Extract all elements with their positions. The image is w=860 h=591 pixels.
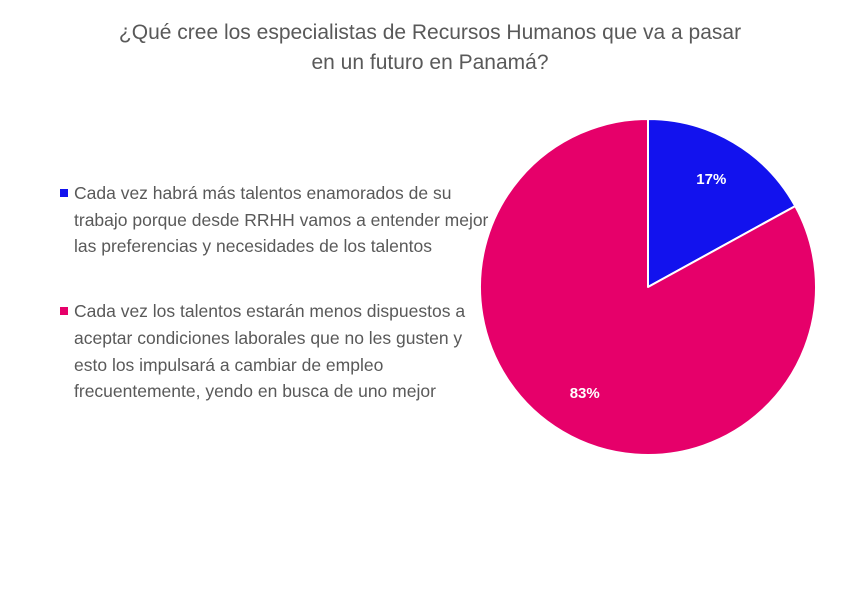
legend-label: Cada vez habrá más talentos enamorados d…	[74, 183, 489, 257]
legend: Cada vez habrá más talentos enamorados d…	[60, 180, 490, 405]
legend-item-less-willing: Cada vez los talentos estarán menos disp…	[60, 298, 490, 405]
legend-item-more-enamored: Cada vez habrá más talentos enamorados d…	[60, 180, 490, 260]
chart-title-line-1: ¿Qué cree los especialistas de Recursos …	[118, 21, 742, 44]
pie-slice-less-willing	[479, 118, 817, 456]
legend-label: Cada vez los talentos estarán menos disp…	[74, 301, 466, 402]
pie-label-17: 17%	[696, 171, 726, 188]
legend-swatch-blue	[60, 189, 68, 197]
chart-title-line-2: en un futuro en Panamá?	[311, 51, 549, 74]
pie-slice-more-enamored	[647, 118, 797, 288]
legend-swatch-magenta	[60, 307, 68, 316]
chart-title: ¿Qué cree los especialistas de Recursos …	[0, 18, 860, 78]
pie-label-83: 83%	[570, 385, 600, 402]
